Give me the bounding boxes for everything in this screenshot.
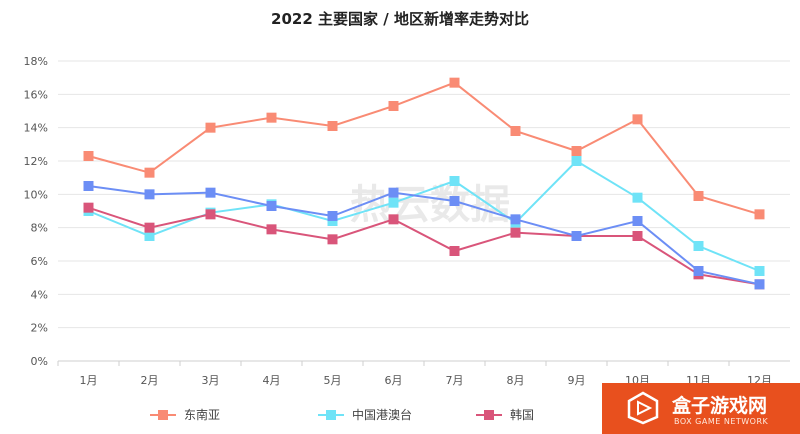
brand-icon [627,391,659,425]
x-tick-label: 1月 [80,374,98,387]
series-lines [83,77,765,290]
y-tick-label: 0% [31,355,48,368]
y-tick-label: 4% [31,288,48,301]
data-point [571,156,582,166]
data-point [83,202,94,213]
x-tick-label: 8月 [507,374,525,387]
data-point [388,197,399,208]
data-point [449,176,460,186]
data-point [571,146,582,156]
data-point [205,187,216,198]
data-point [144,231,155,241]
y-axis-ticks: 0% 2% 4% 6% 8% 10% 12% 14% 16% 18% [24,55,48,368]
data-point [632,231,643,241]
data-point [144,167,155,178]
x-tick-label: 3月 [202,374,220,387]
series-3 [83,181,765,290]
legend-marker [158,410,168,420]
data-point [266,224,277,235]
x-tick-label: 2月 [141,374,159,387]
data-point [327,211,338,221]
series-line [88,185,760,286]
data-point [83,181,94,191]
data-point [266,112,277,123]
series-0 [83,77,765,220]
data-point [449,246,460,256]
x-tick-label: 7月 [446,374,464,387]
data-point [754,209,765,220]
legend: 东南亚 中国港澳台 韩国 [150,407,534,422]
y-tick-label: 10% [24,188,48,201]
data-point [693,266,704,276]
y-tick-label: 18% [24,55,48,68]
series-line [88,206,760,286]
data-point [754,279,765,290]
data-point [449,77,460,88]
data-point [205,122,216,133]
x-tick-label: 6月 [385,374,403,387]
data-point [144,189,155,200]
data-point [510,214,521,225]
brand-tagline: BOX GAME NETWORK [674,417,769,426]
chart-title: 2022 主要国家 / 地区新增率走势对比 [271,10,529,28]
data-point [571,231,582,241]
legend-marker [326,410,336,420]
data-point [693,191,704,201]
data-point [205,209,216,220]
brand-logo-box: 盒子游戏网 BOX GAME NETWORK [602,383,800,434]
y-tick-label: 14% [24,122,48,135]
data-point [388,214,399,225]
legend-item: 韩国 [476,407,534,422]
data-point [510,227,521,238]
data-point [632,216,643,226]
data-point [632,192,643,203]
data-point [632,114,643,125]
data-point [266,201,277,211]
data-point [327,121,338,131]
brand-name: 盒子游戏网 [672,395,768,417]
x-tick-label: 5月 [324,374,342,387]
y-tick-label: 6% [31,255,48,268]
series-line [88,81,760,216]
legend-item: 东南亚 [150,407,220,422]
legend-item: 中国港澳台 [318,407,412,422]
data-point [449,196,460,206]
legend-label: 东南亚 [184,407,220,422]
legend-label: 韩国 [510,407,534,422]
data-point [388,187,399,198]
x-tick-label: 4月 [263,374,281,387]
legend-marker [484,410,494,420]
y-tick-label: 12% [24,155,48,168]
legend-label: 中国港澳台 [352,407,412,422]
data-point [327,234,338,245]
x-tick-label: 9月 [568,374,586,387]
y-tick-label: 2% [31,322,48,335]
data-point [388,101,399,111]
data-point [83,151,94,161]
y-tick-label: 16% [24,88,48,101]
data-point [754,266,765,276]
data-point [693,241,704,251]
y-tick-label: 8% [31,222,48,235]
data-point [144,222,155,233]
data-point [510,126,521,136]
